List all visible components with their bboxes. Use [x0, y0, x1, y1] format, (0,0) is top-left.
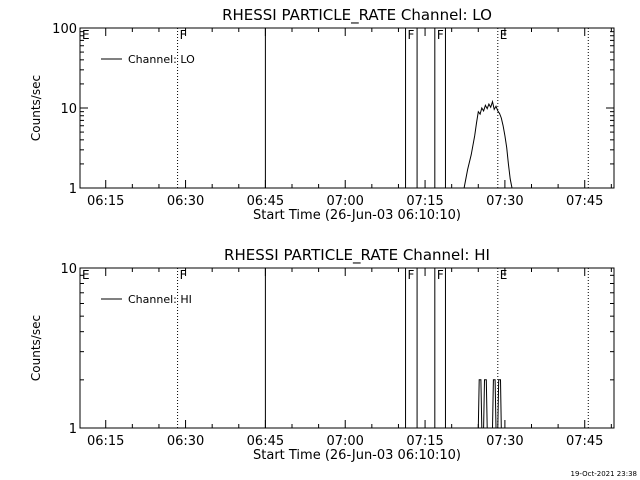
y-axis-label: Counts/sec: [29, 315, 43, 381]
x-tick-label: 07:45: [566, 194, 603, 209]
event-marker-label: E: [500, 28, 508, 42]
y-tick-label: 10: [60, 262, 77, 277]
event-marker-label: F: [408, 28, 415, 42]
x-tick-label: 06:15: [87, 194, 124, 209]
y-axis-label: Counts/sec: [29, 75, 43, 141]
event-marker-label: E: [82, 268, 90, 282]
event-marker-label: F: [437, 28, 444, 42]
x-tick-label: 07:30: [486, 434, 523, 449]
x-tick-label: 07:15: [406, 434, 443, 449]
plot-frame: [79, 27, 615, 189]
legend-label: Channel: HI: [128, 293, 192, 306]
x-tick-label: 07:45: [566, 434, 603, 449]
x-axis-label: Start Time (26-Jun-03 06:10:10): [253, 448, 461, 463]
y-tick-label: 1: [69, 182, 77, 197]
series-line: [463, 99, 513, 189]
x-tick-label: 07:30: [486, 194, 523, 209]
x-tick-label: 06:45: [247, 194, 284, 209]
x-tick-label: 06:30: [167, 434, 204, 449]
legend-label: Channel: LO: [128, 53, 195, 66]
x-tick-label: 07:00: [326, 434, 363, 449]
event-marker-label: E: [82, 28, 90, 42]
y-tick-label: 100: [52, 22, 77, 37]
x-tick-label: 07:15: [406, 194, 443, 209]
footer-timestamp: 19-Oct-2021 23:38: [571, 470, 637, 478]
y-tick-label: 10: [60, 102, 77, 117]
event-marker-label: F: [180, 28, 187, 42]
x-axis-label: Start Time (26-Jun-03 06:10:10): [253, 208, 461, 223]
event-marker-label: F: [408, 268, 415, 282]
x-tick-label: 06:15: [87, 434, 124, 449]
plot-frame: [79, 267, 615, 429]
event-marker-label: F: [437, 268, 444, 282]
chart-title: RHESSI PARTICLE_RATE Channel: LO: [222, 6, 492, 25]
event-marker-label: E: [500, 268, 508, 282]
x-tick-label: 06:45: [247, 434, 284, 449]
series-line: [477, 379, 502, 429]
x-tick-label: 06:30: [167, 194, 204, 209]
event-marker-label: F: [180, 268, 187, 282]
y-tick-label: 1: [69, 422, 77, 437]
x-tick-label: 07:00: [326, 194, 363, 209]
chart-title: RHESSI PARTICLE_RATE Channel: HI: [224, 246, 490, 265]
